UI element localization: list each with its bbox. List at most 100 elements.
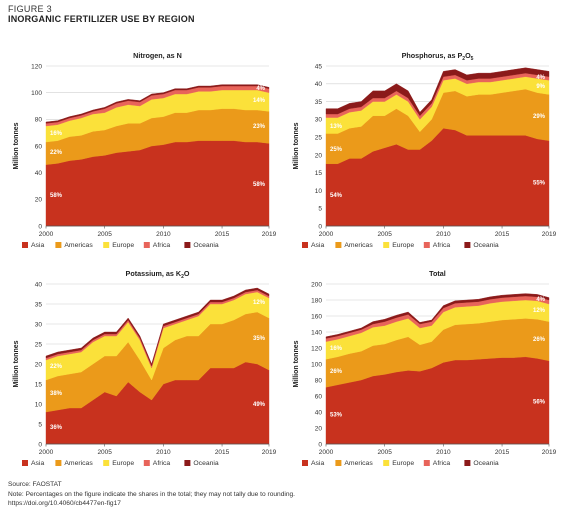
y-tick-label: 160	[311, 313, 322, 320]
legend-item-europe: Europe	[103, 460, 134, 467]
legend-item-europe: Europe	[383, 242, 414, 249]
y-tick-label: 30	[35, 321, 43, 328]
y-tick-label: 120	[31, 63, 42, 70]
legend-swatch	[383, 460, 390, 466]
legend-item-africa: Africa	[423, 460, 451, 467]
share-annotation: 14%	[253, 98, 266, 104]
legend-label: Africa	[153, 460, 171, 467]
y-axis-label: Million tonnes	[293, 340, 300, 387]
legend-swatch	[103, 460, 110, 466]
share-annotation: 36%	[50, 425, 63, 431]
chart-svg: Phosphorus, as P2O5 0 5 10 15 20 25 30 35 40 45 200…	[293, 51, 557, 249]
legend-label: Oceania	[193, 460, 219, 467]
y-tick-label: 35	[315, 99, 323, 106]
chart-svg: Total 0 20 40 60 80 100 120 140 160 180 200 2000 2005…	[293, 269, 557, 467]
legend-swatch	[302, 242, 308, 248]
legend-label: Americas	[344, 242, 373, 249]
x-tick-label: 2010	[156, 449, 171, 456]
share-annotation: 35%	[253, 336, 266, 342]
chart-svg: Nitrogen, as N 0 20 40 60 80 100 120 2000 2005 201…	[13, 51, 277, 249]
share-annotation: 58%	[50, 193, 63, 199]
y-tick-label: 120	[311, 345, 322, 352]
y-tick-label: 40	[315, 409, 323, 416]
y-tick-label: 0	[38, 223, 42, 230]
x-tick-label: 2019	[542, 449, 557, 456]
chart-title: Phosphorus, as P2O5	[402, 51, 474, 62]
x-tick-label: 2010	[436, 449, 451, 456]
y-tick-label: 20	[35, 197, 43, 204]
legend-swatch	[143, 242, 150, 248]
legend-label: Europe	[392, 242, 414, 249]
y-tick-label: 100	[311, 361, 322, 368]
legend-item-asia: Asia	[22, 242, 44, 249]
legend-label: Asia	[31, 242, 44, 249]
legend-item-oceania: Oceania	[184, 242, 219, 249]
x-tick-label: 2019	[542, 231, 557, 238]
chart-svg: Potassium, as K2O 0 5 10 15 20 25 30 35 40 2000 200…	[13, 269, 277, 467]
legend-item-africa: Africa	[423, 242, 451, 249]
legend-swatch	[335, 242, 342, 248]
y-tick-label: 0	[318, 441, 322, 448]
y-tick-label: 180	[311, 297, 322, 304]
y-axis-label: Million tonnes	[293, 122, 300, 169]
area-oceania	[325, 293, 550, 339]
y-tick-label: 10	[315, 188, 323, 195]
share-annotation: 16%	[330, 346, 343, 352]
doi-link[interactable]: https://doi.org/10.4060/cb4477en-fig17	[8, 500, 121, 507]
legend-item-americas: Americas	[55, 460, 93, 467]
figure-label: FIGURE 3	[8, 4, 52, 14]
legend-swatch	[423, 460, 430, 466]
legend-label: Asia	[31, 460, 44, 467]
legend-swatch	[383, 242, 390, 248]
y-axis-label: Million tonnes	[13, 340, 20, 387]
legend-item-americas: Americas	[55, 242, 93, 249]
legend-item-oceania: Oceania	[184, 460, 219, 467]
legend-label: Europe	[112, 242, 134, 249]
x-tick-label: 2019	[262, 449, 277, 456]
legend-label: Americas	[64, 460, 93, 467]
y-tick-label: 0	[318, 223, 322, 230]
figure-title: INORGANIC FERTILIZER USE BY REGION	[8, 14, 195, 24]
share-annotation: 49%	[253, 402, 266, 408]
y-tick-label: 35	[35, 301, 43, 308]
y-tick-label: 30	[315, 117, 323, 124]
x-tick-label: 2000	[39, 449, 54, 456]
legend-label: Oceania	[473, 242, 499, 249]
y-tick-label: 15	[35, 381, 43, 388]
source-line: Source: FAOSTAT	[8, 481, 62, 488]
y-tick-label: 20	[35, 361, 43, 368]
y-tick-label: 5	[38, 421, 42, 428]
x-tick-label: 2015	[215, 449, 230, 456]
y-tick-label: 15	[315, 170, 323, 177]
share-annotation: 22%	[50, 150, 63, 156]
legend-item-americas: Americas	[335, 242, 373, 249]
chart-title: Nitrogen, as N	[133, 51, 182, 60]
share-annotation: 4%	[536, 75, 545, 81]
x-tick-label: 2019	[262, 231, 277, 238]
legend-label: Europe	[112, 460, 134, 467]
y-tick-label: 60	[35, 143, 43, 150]
legend-item-americas: Americas	[335, 460, 373, 467]
x-tick-label: 2000	[319, 231, 334, 238]
source-note: Source: FAOSTAT Note: Percentages on the…	[8, 480, 295, 509]
legend-label: Africa	[433, 242, 451, 249]
legend-label: Africa	[433, 460, 451, 467]
legend-item-africa: Africa	[143, 242, 170, 249]
y-tick-label: 40	[35, 281, 43, 288]
legend-item-asia: Asia	[22, 460, 44, 467]
chart-phosphorus: Phosphorus, as P2O5 0 5 10 15 20 25 30 35 40 45 200…	[288, 48, 560, 276]
x-tick-label: 2010	[156, 231, 171, 238]
legend-swatch	[55, 460, 62, 466]
x-tick-label: 2005	[97, 231, 112, 238]
share-annotation: 12%	[533, 308, 546, 314]
area-oceania	[325, 67, 550, 117]
share-annotation: 25%	[330, 147, 343, 153]
y-tick-label: 60	[315, 393, 323, 400]
legend-swatch	[55, 242, 62, 248]
y-tick-label: 25	[35, 341, 43, 348]
y-tick-label: 200	[311, 281, 322, 288]
legend-item-oceania: Oceania	[464, 242, 499, 249]
x-tick-label: 2015	[215, 231, 230, 238]
legend-item-oceania: Oceania	[464, 460, 499, 467]
legend-label: Europe	[392, 460, 414, 467]
